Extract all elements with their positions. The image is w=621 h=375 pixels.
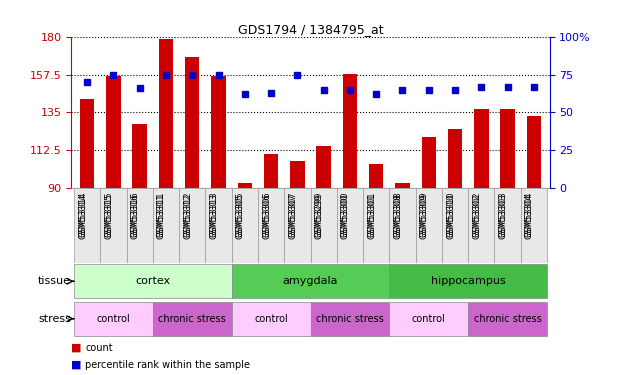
Bar bbox=[132, 124, 147, 188]
Text: count: count bbox=[85, 343, 112, 353]
Text: GSM53300: GSM53300 bbox=[341, 194, 350, 239]
FancyBboxPatch shape bbox=[468, 188, 494, 262]
Text: ■: ■ bbox=[71, 360, 86, 369]
FancyBboxPatch shape bbox=[468, 302, 547, 336]
Text: GSM53308: GSM53308 bbox=[394, 194, 402, 239]
Bar bbox=[238, 183, 252, 188]
Text: GSM53307: GSM53307 bbox=[288, 191, 297, 237]
FancyBboxPatch shape bbox=[415, 188, 442, 262]
Text: chronic stress: chronic stress bbox=[158, 314, 226, 324]
Text: GSM53315: GSM53315 bbox=[104, 191, 114, 237]
FancyBboxPatch shape bbox=[74, 188, 101, 262]
Text: GSM53315: GSM53315 bbox=[104, 194, 114, 239]
Text: chronic stress: chronic stress bbox=[474, 314, 542, 324]
Text: amygdala: amygdala bbox=[283, 276, 338, 286]
FancyBboxPatch shape bbox=[153, 302, 232, 336]
Bar bbox=[317, 146, 331, 188]
FancyBboxPatch shape bbox=[101, 188, 127, 262]
Text: GSM53310: GSM53310 bbox=[446, 194, 455, 239]
Text: chronic stress: chronic stress bbox=[316, 314, 384, 324]
Text: stress: stress bbox=[38, 314, 71, 324]
FancyBboxPatch shape bbox=[179, 188, 206, 262]
FancyBboxPatch shape bbox=[74, 302, 153, 336]
FancyBboxPatch shape bbox=[389, 302, 468, 336]
FancyBboxPatch shape bbox=[284, 188, 310, 262]
Text: control: control bbox=[254, 314, 288, 324]
FancyBboxPatch shape bbox=[337, 188, 363, 262]
Bar bbox=[395, 183, 410, 188]
Text: GSM53305: GSM53305 bbox=[236, 194, 245, 239]
Text: GSM53311: GSM53311 bbox=[157, 194, 166, 239]
Bar bbox=[422, 138, 436, 188]
Text: GSM53308: GSM53308 bbox=[394, 191, 402, 237]
Bar bbox=[474, 109, 489, 188]
Bar bbox=[369, 164, 383, 188]
Bar bbox=[159, 39, 173, 188]
Text: GSM53310: GSM53310 bbox=[446, 191, 455, 237]
FancyBboxPatch shape bbox=[310, 302, 389, 336]
Text: GSM53302: GSM53302 bbox=[473, 191, 481, 237]
FancyBboxPatch shape bbox=[258, 188, 284, 262]
Text: GSM53316: GSM53316 bbox=[131, 191, 140, 237]
Text: GSM53313: GSM53313 bbox=[209, 194, 219, 239]
Text: GSM53307: GSM53307 bbox=[288, 194, 297, 239]
Text: GSM53304: GSM53304 bbox=[525, 191, 534, 237]
Text: GSM53302: GSM53302 bbox=[473, 194, 481, 239]
Text: GSM53304: GSM53304 bbox=[525, 194, 534, 239]
FancyBboxPatch shape bbox=[232, 302, 310, 336]
Text: GSM53303: GSM53303 bbox=[499, 194, 507, 239]
FancyBboxPatch shape bbox=[494, 188, 520, 262]
Text: GSM53299: GSM53299 bbox=[315, 191, 324, 237]
Bar bbox=[80, 99, 94, 188]
Text: hippocampus: hippocampus bbox=[431, 276, 505, 286]
Text: cortex: cortex bbox=[135, 276, 170, 286]
Text: GSM53311: GSM53311 bbox=[157, 191, 166, 237]
Text: control: control bbox=[97, 314, 130, 324]
Text: GSM53299: GSM53299 bbox=[315, 194, 324, 239]
Text: GSM53306: GSM53306 bbox=[262, 194, 271, 239]
FancyBboxPatch shape bbox=[232, 188, 258, 262]
Text: GSM53300: GSM53300 bbox=[341, 191, 350, 237]
Bar bbox=[501, 109, 515, 188]
FancyBboxPatch shape bbox=[232, 264, 389, 298]
Bar bbox=[264, 154, 278, 188]
Text: GSM53316: GSM53316 bbox=[131, 194, 140, 239]
FancyBboxPatch shape bbox=[310, 188, 337, 262]
FancyBboxPatch shape bbox=[127, 188, 153, 262]
Bar bbox=[527, 116, 541, 188]
FancyBboxPatch shape bbox=[153, 188, 179, 262]
Text: GSM53306: GSM53306 bbox=[262, 191, 271, 237]
Text: GSM53305: GSM53305 bbox=[236, 191, 245, 237]
Title: GDS1794 / 1384795_at: GDS1794 / 1384795_at bbox=[238, 23, 383, 36]
Bar bbox=[185, 57, 199, 188]
FancyBboxPatch shape bbox=[389, 264, 547, 298]
Bar bbox=[448, 129, 462, 188]
Bar bbox=[211, 76, 226, 188]
Text: GSM53309: GSM53309 bbox=[420, 191, 428, 237]
Text: ■: ■ bbox=[71, 343, 86, 353]
Text: control: control bbox=[412, 314, 446, 324]
Text: GSM53314: GSM53314 bbox=[78, 191, 87, 237]
Text: GSM53313: GSM53313 bbox=[209, 191, 219, 237]
Bar bbox=[343, 74, 357, 188]
Text: percentile rank within the sample: percentile rank within the sample bbox=[85, 360, 250, 369]
FancyBboxPatch shape bbox=[74, 264, 232, 298]
Text: GSM53314: GSM53314 bbox=[78, 194, 87, 239]
Text: GSM53312: GSM53312 bbox=[183, 191, 193, 237]
FancyBboxPatch shape bbox=[206, 188, 232, 262]
Text: GSM53301: GSM53301 bbox=[367, 194, 376, 239]
FancyBboxPatch shape bbox=[442, 188, 468, 262]
Text: tissue: tissue bbox=[38, 276, 71, 286]
FancyBboxPatch shape bbox=[520, 188, 547, 262]
Text: GSM53312: GSM53312 bbox=[183, 194, 193, 239]
Text: GSM53303: GSM53303 bbox=[499, 191, 507, 237]
FancyBboxPatch shape bbox=[389, 188, 415, 262]
Text: GSM53301: GSM53301 bbox=[367, 191, 376, 237]
FancyBboxPatch shape bbox=[363, 188, 389, 262]
Bar bbox=[290, 161, 304, 188]
Text: GSM53309: GSM53309 bbox=[420, 194, 428, 239]
Bar bbox=[106, 76, 120, 188]
